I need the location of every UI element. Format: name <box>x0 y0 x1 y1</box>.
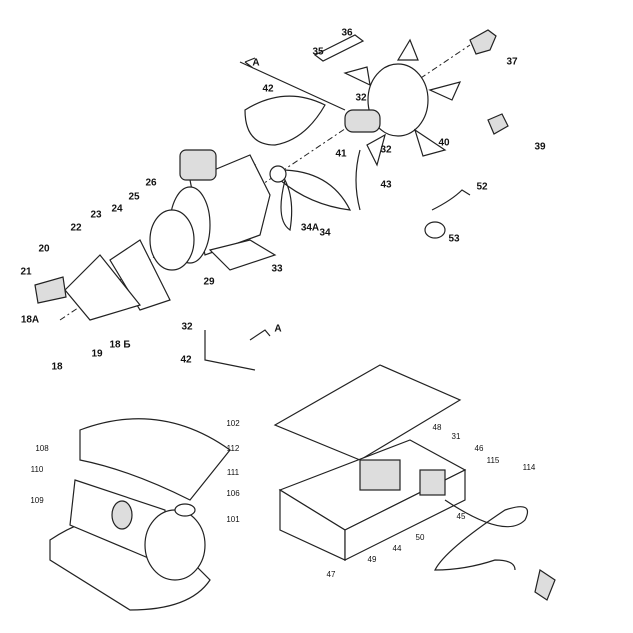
part-label: 101 <box>226 515 240 524</box>
part-label: 42 <box>180 355 192 366</box>
part-label: 41 <box>335 149 347 160</box>
part-label: 102 <box>226 419 240 428</box>
part-label: 18A <box>21 315 39 326</box>
part-label: 47 <box>327 570 336 579</box>
part-label: 34 <box>319 228 331 239</box>
part-label: 35 <box>312 47 324 58</box>
part-label: 106 <box>226 489 240 498</box>
part-label: 44 <box>393 544 402 553</box>
part-label: 39 <box>534 142 546 153</box>
part-label: 25 <box>128 192 140 203</box>
part-label: 108 <box>35 444 49 453</box>
part-label: 111 <box>227 468 240 477</box>
part-label: 114 <box>523 463 536 472</box>
part-label: A <box>274 324 281 335</box>
part-label: 50 <box>416 533 425 542</box>
part-label: 48 <box>433 423 442 432</box>
part-label: 46 <box>475 444 484 453</box>
part-label: 36 <box>341 28 353 39</box>
part-label: 29 <box>203 277 215 288</box>
part-label: 109 <box>30 496 44 505</box>
part-label: 20 <box>38 244 50 255</box>
part-label: 21 <box>20 267 32 278</box>
part-labels: 36 35 37 A 42 32 40 39 41 32 43 52 26 25 24 23 22 34A 34 53… <box>20 28 546 579</box>
part-label: 110 <box>31 465 44 474</box>
part-label: 32 <box>355 93 367 104</box>
part-label: 34A <box>301 223 319 234</box>
heater-body <box>49 418 231 611</box>
part-label: 52 <box>476 182 488 193</box>
part-label: 32 <box>181 322 193 333</box>
part-label: 53 <box>448 234 460 245</box>
part-label: 43 <box>380 180 392 191</box>
upper-assembly <box>34 29 509 371</box>
control-box <box>273 364 556 601</box>
part-label: 112 <box>227 444 240 453</box>
part-label: 42 <box>262 84 274 95</box>
part-label: A <box>252 58 259 69</box>
part-label: 22 <box>70 223 82 234</box>
part-label: 37 <box>506 57 518 68</box>
part-label: 45 <box>457 512 466 521</box>
part-label: 31 <box>452 432 461 441</box>
part-label: 40 <box>438 138 450 149</box>
part-label: 49 <box>368 555 377 564</box>
part-label: 18 <box>51 362 63 373</box>
part-label: 32 <box>380 145 392 156</box>
part-label: 19 <box>91 349 103 360</box>
part-label: 24 <box>111 204 123 215</box>
part-label: 115 <box>487 456 500 465</box>
part-label: 18 Б <box>109 340 130 351</box>
part-label: 23 <box>90 210 102 221</box>
part-label: 33 <box>271 264 283 275</box>
part-label: 26 <box>145 178 157 189</box>
